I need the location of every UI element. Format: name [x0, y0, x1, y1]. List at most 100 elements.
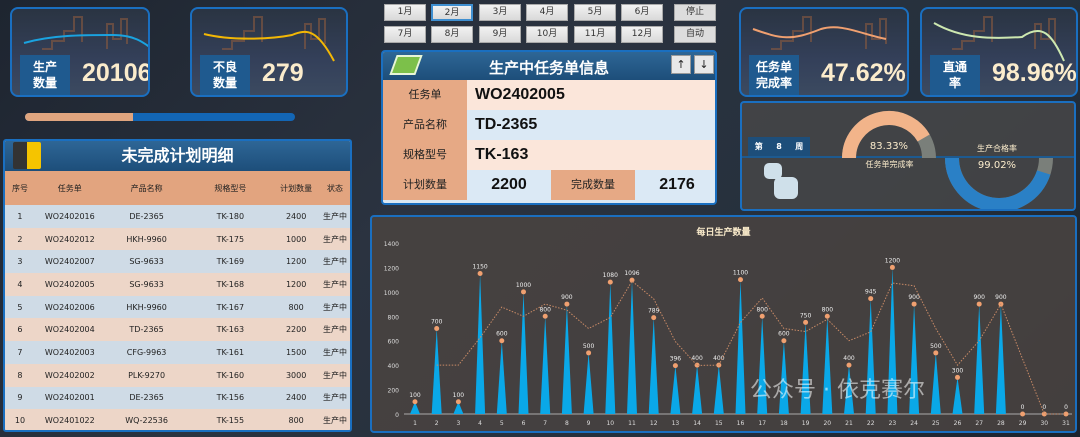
marker-day-18 — [781, 338, 787, 344]
month-button-3[interactable]: 3月 — [479, 4, 521, 21]
table-cell: 生产中 — [323, 393, 348, 403]
month-button-12[interactable]: 12月 — [621, 26, 663, 43]
table-cell: TK-167 — [216, 302, 245, 312]
bar-day-21 — [844, 365, 854, 414]
table-cell: 2 — [17, 234, 23, 244]
marker-day-20 — [824, 313, 830, 319]
x-tick-label: 19 — [802, 420, 810, 427]
next-task-button[interactable]: ↓ — [694, 55, 714, 74]
plan-label: 计划数量 — [383, 170, 467, 200]
table-cell: PLK-9270 — [128, 370, 166, 380]
marker-day-23 — [889, 264, 895, 270]
data-label-day-27: 900 — [973, 294, 985, 301]
marker-day-11 — [629, 277, 635, 283]
data-label-day-20: 800 — [822, 306, 834, 313]
previous-task-button[interactable]: ↑ — [671, 55, 691, 74]
month-button-4[interactable]: 4月 — [526, 4, 568, 21]
table-cell: CFG-9963 — [126, 347, 167, 357]
x-tick-label: 16 — [737, 420, 745, 427]
sync-icon — [764, 163, 804, 203]
x-tick-label: 15 — [715, 420, 723, 427]
x-tick-label: 7 — [543, 420, 547, 427]
marker-day-3 — [455, 399, 461, 405]
table-cell: 10 — [14, 416, 26, 426]
month-button-9[interactable]: 9月 — [479, 26, 521, 43]
folder-icon — [13, 142, 41, 169]
data-label-day-12: 789 — [648, 308, 660, 315]
table-cell: WO2402001 — [44, 393, 95, 403]
x-tick-label: 31 — [1062, 420, 1070, 427]
auto-button[interactable]: 自动 — [674, 26, 716, 43]
month-button-11[interactable]: 11月 — [574, 26, 616, 43]
month-button-1[interactable]: 1月 — [384, 4, 426, 21]
x-tick-label: 30 — [1040, 420, 1048, 427]
table-cell: TD-2365 — [129, 325, 164, 335]
marker-day-9 — [586, 350, 592, 356]
gauge-task-completion — [842, 111, 930, 159]
y-tick-label: 1200 — [384, 265, 399, 272]
done-label: 完成数量 — [551, 170, 635, 200]
marker-day-4 — [477, 271, 483, 277]
table-row: 10 WO2401022 WQ-22536 TK-155 800 生产中 — [5, 409, 350, 430]
table-cell: 3 — [17, 257, 23, 267]
x-tick-label: 2 — [435, 420, 439, 427]
y-tick-label: 0 — [395, 412, 399, 419]
sparkline — [933, 16, 1065, 62]
data-label-day-4: 1150 — [472, 264, 487, 271]
table-cell: 2200 — [285, 325, 307, 335]
table-cell: TK-180 — [216, 211, 245, 221]
table-cell: 生产中 — [323, 302, 348, 312]
marker-day-24 — [911, 301, 917, 307]
table-row: 3 WO2402007 SG-9633 TK-169 1200 生产中 — [5, 250, 350, 274]
bar-day-3 — [453, 401, 464, 414]
table-row: 9 WO2402001 DE-2365 TK-156 2400 生产中 — [5, 386, 350, 410]
table-cell: 5 — [17, 302, 23, 312]
table-cell: HKH-9960 — [126, 234, 167, 244]
order-label: 任务单 — [383, 80, 467, 110]
x-tick-label: 23 — [889, 420, 897, 427]
table-cell: WO2402005 — [44, 279, 95, 289]
marker-day-29 — [1020, 411, 1026, 417]
bar-day-1 — [410, 401, 420, 414]
table-cell: 9 — [17, 393, 23, 403]
column-header: 任务单 — [57, 183, 82, 193]
month-button-7[interactable]: 7月 — [384, 26, 426, 43]
task-info-header: 生产中任务单信息 ↑ ↓ — [383, 52, 715, 80]
x-tick-label: 17 — [758, 420, 766, 427]
marker-day-31 — [1063, 411, 1069, 417]
month-button-8[interactable]: 8月 — [431, 26, 473, 43]
marker-day-16 — [738, 277, 743, 283]
data-label-day-14: 400 — [691, 355, 703, 362]
table-cell: 800 — [288, 416, 304, 426]
month-button-5[interactable]: 5月 — [574, 4, 616, 21]
column-header: 规格型号 — [214, 183, 247, 193]
week-number: 8 — [776, 142, 782, 151]
kpi-label: 任务单 完成率 — [749, 55, 799, 95]
data-label-day-1: 100 — [409, 392, 421, 399]
task-info-title: 生产中任务单信息 — [488, 59, 609, 77]
marker-day-7 — [542, 313, 548, 319]
bar-day-24 — [909, 304, 920, 414]
data-label-day-29: 0 — [1021, 404, 1025, 411]
x-tick-label: 29 — [1019, 420, 1027, 427]
stop-button[interactable]: 停止 — [674, 4, 716, 21]
data-label-day-18: 600 — [778, 331, 790, 338]
data-label-day-30: 0 — [1042, 404, 1046, 411]
task-info-panel: 生产中任务单信息 ↑ ↓ 任务单 WO2402005 产品名称 TD-2365 规格… — [381, 50, 717, 205]
x-tick-label: 25 — [932, 420, 940, 427]
x-tick-label: 26 — [954, 420, 962, 427]
bar-day-27 — [974, 304, 985, 414]
month-button-2[interactable]: 2月 — [431, 4, 473, 21]
data-label-day-17: 800 — [756, 306, 768, 313]
marker-day-27 — [976, 301, 982, 307]
table-header: 未完成计划明细 — [5, 141, 350, 171]
kpi-card-production-quantity: 生产 数量 20106 — [10, 7, 150, 97]
bar-day-14 — [692, 365, 703, 414]
bar-day-15 — [713, 365, 724, 414]
unfinished-plan-table: 未完成计划明细 序号 任务单 产品名称 规格型号 计划数量 状态 1 WO2402016 DE… — [3, 139, 352, 432]
month-button-6[interactable]: 6月 — [621, 4, 663, 21]
task-completion-value: 83.33% — [869, 141, 909, 152]
x-tick-label: 13 — [672, 420, 680, 427]
progress-fill — [25, 113, 133, 121]
month-button-10[interactable]: 10月 — [526, 26, 568, 43]
